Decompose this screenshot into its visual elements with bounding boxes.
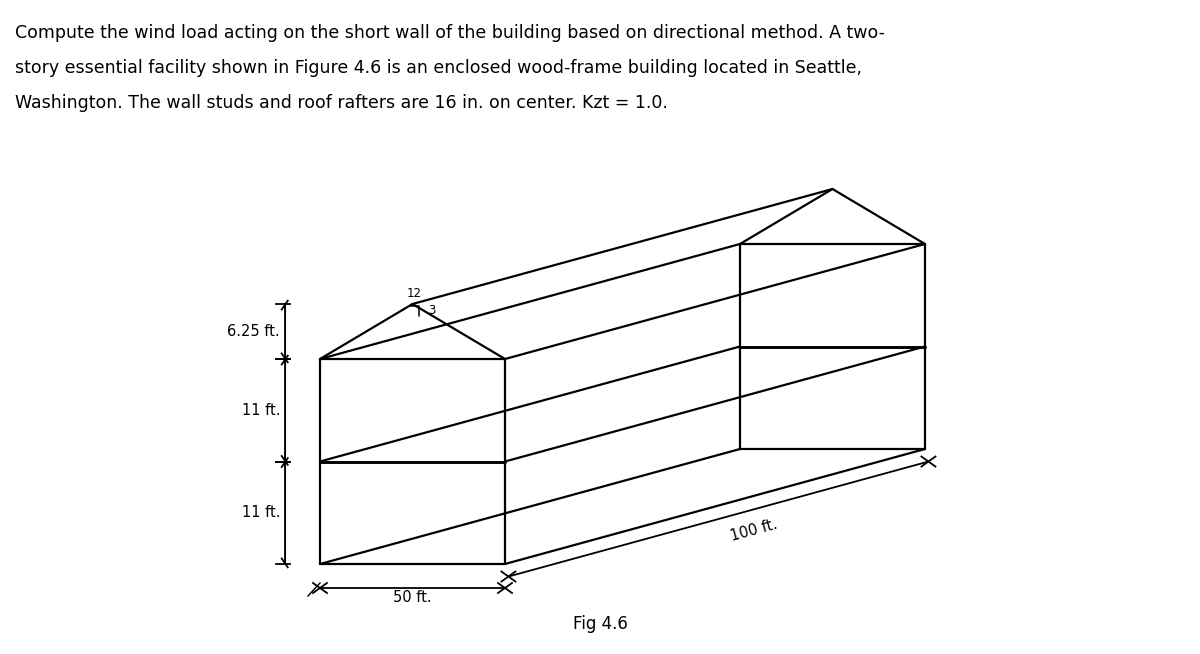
Polygon shape — [320, 189, 833, 359]
Text: 100 ft.: 100 ft. — [728, 517, 779, 543]
Polygon shape — [320, 359, 505, 564]
Text: 3: 3 — [428, 305, 436, 317]
Polygon shape — [740, 244, 925, 449]
Text: Compute the wind load acting on the short wall of the building based on directio: Compute the wind load acting on the shor… — [14, 24, 886, 42]
Text: 50 ft.: 50 ft. — [394, 590, 432, 605]
Polygon shape — [320, 304, 505, 359]
Text: 12: 12 — [407, 287, 422, 300]
Text: Fig 4.6: Fig 4.6 — [572, 615, 628, 633]
Polygon shape — [505, 244, 925, 564]
Text: 11 ft.: 11 ft. — [241, 403, 280, 418]
Text: 11 ft.: 11 ft. — [241, 506, 280, 520]
Polygon shape — [413, 189, 925, 359]
Polygon shape — [320, 449, 925, 564]
Text: story essential facility shown in Figure 4.6 is an enclosed wood-frame building : story essential facility shown in Figure… — [14, 59, 862, 77]
Polygon shape — [740, 189, 925, 244]
Text: 6.25 ft.: 6.25 ft. — [227, 324, 280, 339]
Text: Washington. The wall studs and roof rafters are 16 in. on center. Kzt = 1.0.: Washington. The wall studs and roof raft… — [14, 94, 668, 112]
Polygon shape — [320, 244, 925, 359]
